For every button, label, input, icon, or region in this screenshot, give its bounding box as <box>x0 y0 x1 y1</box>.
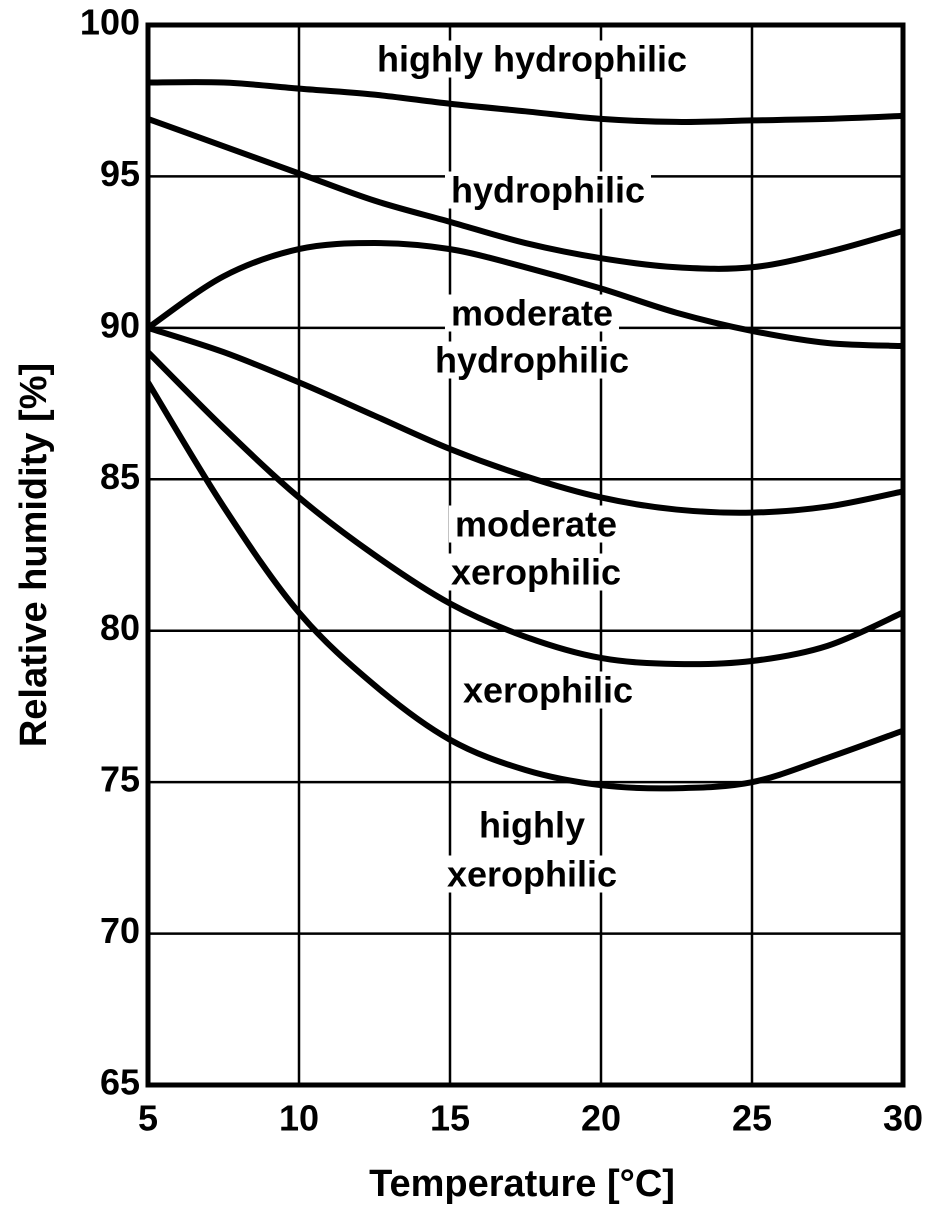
annotation: moderate <box>451 293 613 334</box>
annotation: highly hydrophilic <box>377 39 687 80</box>
y-tick-label: 65 <box>100 1062 140 1103</box>
y-tick-label: 70 <box>100 910 140 951</box>
annotation: hydrophilic <box>435 340 629 381</box>
curve <box>146 116 904 272</box>
x-tick-label: 20 <box>581 1098 621 1139</box>
annotation-background <box>456 671 640 709</box>
plot-frame <box>145 22 906 1088</box>
annotation-background <box>473 806 591 844</box>
y-tick-label: 75 <box>100 759 140 800</box>
annotation-background <box>370 40 694 78</box>
curve <box>146 240 904 350</box>
x-tick-label: 30 <box>883 1098 923 1139</box>
annotation-background <box>440 855 624 893</box>
annotation: highly <box>479 805 585 846</box>
y-tick-label: 90 <box>100 304 140 345</box>
x-axis-label: Temperature [°C] <box>369 1163 675 1205</box>
annotation: xerophilic <box>463 670 633 711</box>
y-tick-label: 100 <box>80 2 140 43</box>
curve <box>147 79 904 125</box>
annotation: moderate <box>455 504 617 545</box>
y-tick-label: 80 <box>100 607 140 648</box>
y-tick-label: 85 <box>100 456 140 497</box>
curve <box>145 349 905 668</box>
annotation-background <box>428 341 636 379</box>
x-tick-label: 15 <box>430 1098 470 1139</box>
annotation-background <box>448 505 624 543</box>
annotation-background <box>444 553 628 591</box>
y-axis-label: Relative humidity [%] <box>13 363 55 747</box>
annotation: xerophilic <box>447 854 617 895</box>
x-tick-label: 25 <box>732 1098 772 1139</box>
annotation: hydrophilic <box>451 170 645 211</box>
curve <box>147 325 904 516</box>
annotation: xerophilic <box>451 552 621 593</box>
curve <box>145 380 905 792</box>
x-tick-label: 10 <box>279 1098 319 1139</box>
x-tick-label: 5 <box>138 1098 158 1139</box>
annotation-background <box>444 171 652 209</box>
annotation-background <box>444 294 620 332</box>
y-tick-label: 95 <box>100 153 140 194</box>
